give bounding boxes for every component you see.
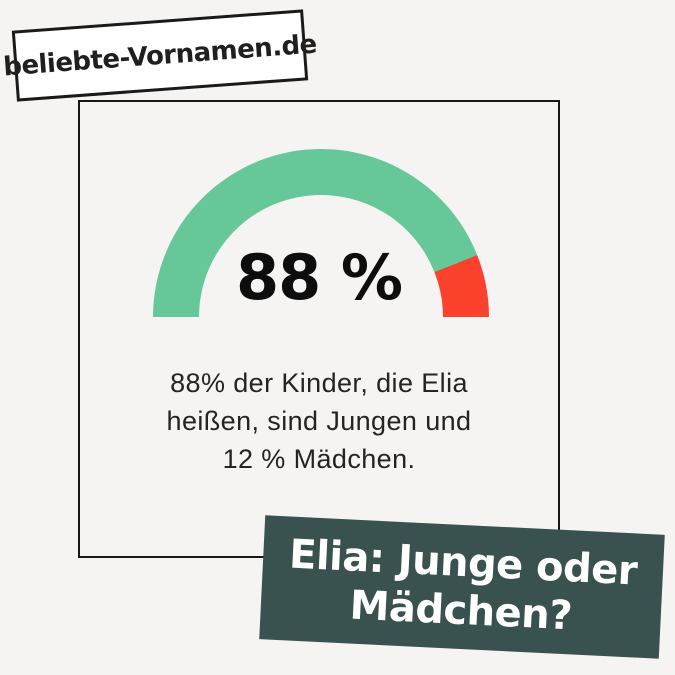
title-banner: Elia: Junge oder Mädchen? xyxy=(259,515,665,659)
caption-line-1: 88% der Kinder, die Elia xyxy=(170,368,468,398)
caption-line-3: 12 % Mädchen. xyxy=(222,444,416,474)
banner-line-1: Elia: Junge oder xyxy=(288,531,639,595)
gauge-chart xyxy=(153,149,489,317)
site-logo-stamp: beliebte-Vornamen.de xyxy=(2,9,318,102)
gauge-value-label: 88 % xyxy=(236,241,403,314)
infographic-card: 88 % 88% der Kinder, die Elia heißen, si… xyxy=(78,100,560,558)
caption-line-2: heißen, sind Jungen und xyxy=(166,406,472,436)
site-logo-text: beliebte-Vornamen.de xyxy=(2,29,318,82)
banner-line-2: Mädchen? xyxy=(348,582,574,640)
caption-text: 88% der Kinder, die Elia heißen, sind Ju… xyxy=(80,364,558,478)
